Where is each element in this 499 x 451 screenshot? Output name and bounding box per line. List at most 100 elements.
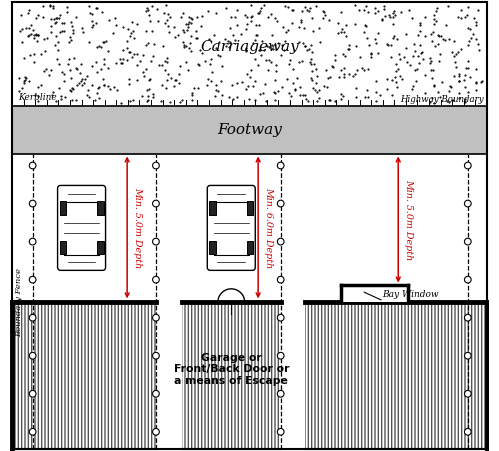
- Point: [475, 46, 483, 54]
- Point: [376, 91, 384, 98]
- Point: [159, 43, 167, 50]
- Point: [411, 47, 419, 55]
- Point: [207, 78, 215, 85]
- Point: [297, 18, 305, 25]
- Point: [392, 78, 400, 85]
- Point: [388, 77, 396, 84]
- Bar: [12, 302, 156, 449]
- Point: [416, 41, 424, 48]
- Point: [372, 77, 380, 84]
- Point: [92, 58, 100, 65]
- Point: [92, 4, 100, 11]
- Point: [301, 42, 309, 50]
- Point: [188, 89, 196, 96]
- Point: [23, 33, 31, 40]
- Point: [355, 7, 363, 14]
- Point: [52, 97, 60, 104]
- Point: [30, 31, 38, 38]
- Point: [267, 59, 275, 66]
- Point: [268, 41, 276, 49]
- Point: [198, 23, 206, 30]
- Point: [457, 7, 465, 14]
- Point: [299, 39, 307, 46]
- Point: [362, 23, 370, 30]
- Point: [72, 64, 80, 71]
- Point: [429, 67, 437, 74]
- Point: [68, 84, 76, 92]
- Point: [213, 81, 221, 88]
- Point: [127, 29, 135, 37]
- Point: [136, 58, 144, 65]
- Point: [201, 57, 209, 64]
- Point: [295, 23, 303, 30]
- Point: [34, 32, 42, 39]
- Point: [455, 73, 463, 80]
- Point: [48, 88, 56, 96]
- Point: [144, 39, 152, 46]
- Point: [478, 77, 486, 84]
- Point: [270, 89, 278, 96]
- Point: [380, 2, 388, 9]
- Point: [469, 31, 477, 38]
- Point: [241, 11, 249, 18]
- Point: [52, 18, 60, 26]
- Point: [303, 6, 311, 13]
- Point: [337, 95, 345, 102]
- Point: [378, 15, 386, 22]
- Point: [374, 7, 382, 14]
- Point: [77, 60, 85, 68]
- Point: [427, 58, 435, 65]
- Text: Min. 5.0m Depth: Min. 5.0m Depth: [405, 179, 414, 260]
- Point: [52, 14, 60, 22]
- Point: [86, 9, 94, 17]
- Point: [60, 70, 68, 78]
- Point: [60, 19, 68, 26]
- Point: [409, 82, 417, 89]
- Point: [262, 97, 270, 104]
- Point: [255, 21, 263, 28]
- Circle shape: [277, 276, 284, 283]
- Point: [271, 76, 279, 83]
- Point: [360, 67, 368, 74]
- Point: [465, 37, 473, 45]
- Point: [58, 27, 66, 34]
- Point: [24, 31, 32, 38]
- Point: [364, 65, 372, 72]
- Point: [76, 69, 84, 76]
- Point: [176, 98, 184, 106]
- Point: [29, 51, 37, 58]
- Point: [302, 96, 310, 103]
- Point: [100, 38, 108, 46]
- Point: [435, 58, 443, 65]
- Point: [111, 14, 119, 21]
- Point: [133, 61, 141, 68]
- Point: [46, 2, 54, 9]
- Text: Garage or
Front/Back Door or
a means of Escape: Garage or Front/Back Door or a means of …: [174, 353, 289, 386]
- Point: [438, 78, 446, 86]
- Point: [455, 78, 463, 85]
- Point: [353, 66, 361, 74]
- Point: [26, 51, 34, 59]
- Point: [265, 43, 273, 51]
- Point: [144, 96, 152, 103]
- Point: [374, 30, 382, 37]
- Point: [67, 18, 75, 26]
- Point: [64, 60, 72, 68]
- Point: [271, 15, 279, 22]
- Point: [295, 38, 303, 46]
- Point: [244, 70, 251, 77]
- Point: [311, 87, 319, 94]
- Point: [92, 19, 100, 27]
- Point: [149, 93, 157, 100]
- Point: [299, 92, 307, 99]
- Point: [129, 27, 137, 34]
- Bar: [305, 302, 487, 449]
- Point: [172, 77, 180, 84]
- Point: [203, 82, 211, 89]
- Point: [460, 76, 468, 83]
- Point: [102, 37, 110, 44]
- Point: [278, 41, 286, 49]
- Point: [250, 55, 258, 62]
- Circle shape: [153, 200, 159, 207]
- Point: [352, 93, 360, 100]
